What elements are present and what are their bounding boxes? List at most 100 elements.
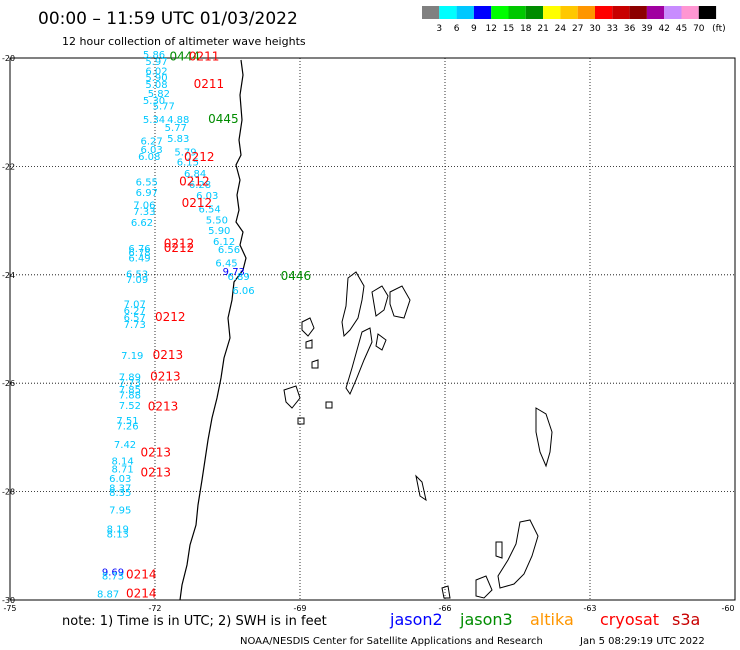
wave-height-value: 8.19 [107, 524, 129, 535]
legend-label: 9 [471, 24, 477, 34]
legend-label: 36 [624, 24, 636, 34]
wave-height-value: 6.89 [228, 272, 250, 283]
legend-label: 12 [485, 24, 496, 34]
legend-swatch [439, 6, 457, 19]
lat-tick-label: -24 [2, 271, 15, 280]
lat-tick-label: -20 [2, 54, 15, 63]
wave-height-value: 7.95 [109, 505, 131, 516]
pass-time-label: 0213 [153, 348, 184, 362]
legend-swatch [577, 6, 595, 19]
wave-height-value: 6.57 [124, 313, 146, 324]
pass-time-label: 0212 [182, 196, 213, 210]
pass-time-label: 0446 [281, 269, 312, 283]
pass-time-label: 0213 [141, 445, 172, 459]
pass-time-label: 0211 [189, 50, 220, 64]
wave-height-value: 6.84 [184, 169, 206, 180]
pass-time-label: 0213 [148, 399, 179, 413]
legend-swatch [543, 6, 561, 19]
wave-height-value: 7.07 [124, 299, 146, 310]
wave-height-value: 6.55 [136, 177, 158, 188]
lake-outline [305, 339, 313, 349]
satellite-name: cryosat [600, 610, 659, 629]
plot-area: 5.865.976.025.905.085.825.305.775.34 4.88… [9, 50, 736, 601]
lake-outline [497, 519, 539, 589]
lake-outline [375, 333, 387, 351]
lake-outline [341, 271, 365, 338]
pass-time-label: 0444 [170, 50, 201, 64]
lake-outline [495, 541, 503, 559]
wave-height-value: 7.88 [119, 390, 141, 401]
wave-height-value: 6.78 [128, 248, 150, 259]
satellite-name: jason3 [459, 610, 513, 629]
wave-height-value: 6.49 [128, 253, 150, 264]
map-subtitle: 12 hour collection of altimeter wave hei… [62, 35, 306, 48]
lake-outline [415, 474, 427, 502]
wave-height-value: 5.79 [174, 148, 196, 159]
wave-height-value: 9.69 [102, 568, 124, 579]
lake-outline [535, 407, 553, 468]
wave-height-value: 4.88 [167, 115, 189, 126]
lon-tick-label: -66 [438, 604, 451, 613]
legend-swatch [698, 6, 717, 19]
legend-swatch [646, 6, 665, 19]
wave-height-value: 7.73 [119, 378, 141, 389]
legend-label: 18 [520, 24, 532, 34]
wave-height-value: 7.51 [116, 416, 138, 427]
wave-height-value: 8.71 [112, 465, 134, 476]
wave-height-labels: 5.865.976.025.905.085.825.305.775.34 4.88… [97, 50, 255, 600]
wave-height-value: 5.34 [143, 115, 165, 126]
wave-height-value: 8.87 [97, 589, 119, 600]
color-scale-legend: 3 6 9 12 15 18 21 24 27 30 33 36 39 42 45 70 (ft) [422, 6, 726, 34]
lat-tick-label: -26 [2, 379, 15, 388]
wave-height-value: 6.53 [126, 270, 148, 281]
wave-height-value: 7.89 [119, 372, 141, 383]
wave-height-value: 7.19 [121, 351, 143, 362]
lon-tick-label: -60 [721, 604, 734, 613]
legend-label: 39 [641, 24, 653, 34]
wave-height-value: 7.73 [124, 320, 146, 331]
pass-time-label: 0445 [208, 112, 239, 126]
lon-tick-label: -69 [293, 604, 306, 613]
wave-height-value: 8.35 [109, 488, 131, 499]
legend-swatch [664, 6, 682, 19]
map-title: 00:00 – 11:59 UTC 01/03/2022 [38, 9, 298, 29]
wave-height-value: 5.90 [145, 73, 167, 84]
wave-height-value: 6.45 [215, 259, 237, 270]
lat-tick-label: -22 [2, 162, 15, 171]
lake-outline [441, 585, 451, 599]
wave-height-value: 8.13 [107, 530, 129, 541]
wave-height-value: 7.06 [133, 201, 155, 212]
wave-height-value: 7.42 [114, 440, 136, 451]
legend-swatch [629, 6, 647, 19]
timestamp-text: Jan 5 08:29:19 UTC 2022 [579, 636, 705, 647]
wave-height-value: 5.50 [206, 215, 228, 226]
legend-swatch [508, 6, 526, 19]
wave-height-value: 5.77 [165, 123, 187, 134]
wave-height-value: 8.37 [109, 484, 131, 495]
legend-label: 15 [503, 24, 514, 34]
wave-height-value: 7.09 [126, 275, 148, 286]
pass-time-label: 0214 [126, 567, 157, 581]
wave-height-value: 7.85 [119, 385, 141, 396]
lake-outline [475, 575, 493, 599]
wave-height-value: 6.03 [141, 145, 163, 156]
wave-height-value: 7.26 [116, 421, 138, 432]
credit-text: NOAA/NESDIS Center for Satellite Applica… [240, 636, 543, 647]
wave-height-value: 8.14 [112, 457, 134, 468]
wave-height-value: 5.97 [145, 57, 167, 68]
legend-label: 6 [454, 24, 460, 34]
legend-label: 24 [555, 24, 567, 34]
lake-outline [345, 327, 373, 396]
lake-outline [283, 385, 301, 409]
wave-height-value: 6.02 [145, 66, 167, 77]
lake-outline [325, 401, 333, 409]
wave-height-value: 6.12 [213, 237, 235, 248]
lake-outline [297, 417, 305, 425]
lake-outline [371, 285, 389, 317]
legend-label: 30 [589, 24, 601, 34]
wave-height-value: 5.83 [167, 134, 189, 145]
wave-height-value: 6.62 [131, 218, 153, 229]
wave-height-value: 6.06 [232, 286, 254, 297]
wave-height-value: 7.33 [133, 207, 155, 218]
pass-time-label: 0211 [194, 77, 225, 91]
